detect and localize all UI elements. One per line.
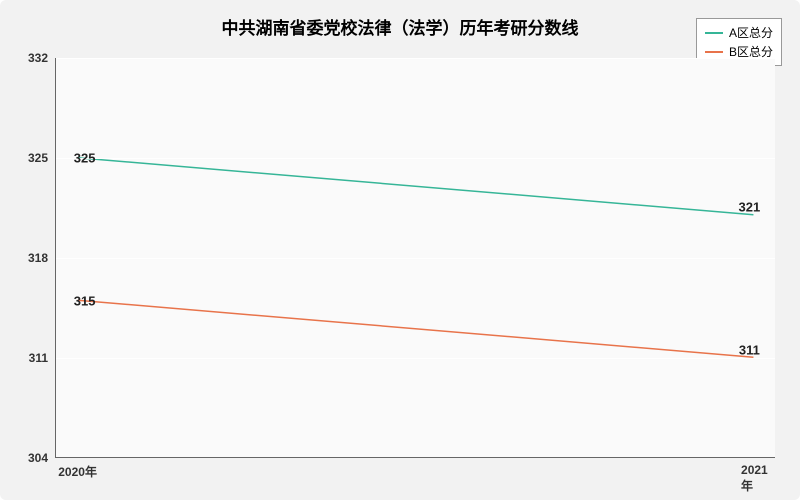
y-tick-label: 325 [28,151,56,165]
x-tick-label: 2020年 [58,457,97,480]
y-tick-label: 332 [28,51,56,65]
grid-line [56,258,775,259]
series-line [78,158,754,215]
data-label: 321 [739,200,761,215]
legend-label-a: A区总分 [729,24,773,41]
y-tick-label: 304 [28,451,56,465]
legend-swatch-a [705,32,723,34]
legend-item-a: A区总分 [705,23,773,42]
chart-title: 中共湖南省委党校法律（法学）历年考研分数线 [0,14,800,39]
y-tick-label: 311 [29,351,56,365]
data-label: 315 [74,293,96,308]
grid-line [56,358,775,359]
data-label: 325 [74,151,96,166]
x-tick-label: 2021年 [741,457,768,494]
chart-container: 中共湖南省委党校法律（法学）历年考研分数线 A区总分 B区总分 30431131… [0,0,800,500]
legend-swatch-b [705,51,723,53]
grid-line [56,158,775,159]
series-line [78,300,754,357]
data-label: 311 [739,343,760,358]
y-tick-label: 318 [28,251,56,265]
grid-line [56,58,775,59]
plot-area: 3043113183253322020年2021年325321315311 [55,58,775,458]
